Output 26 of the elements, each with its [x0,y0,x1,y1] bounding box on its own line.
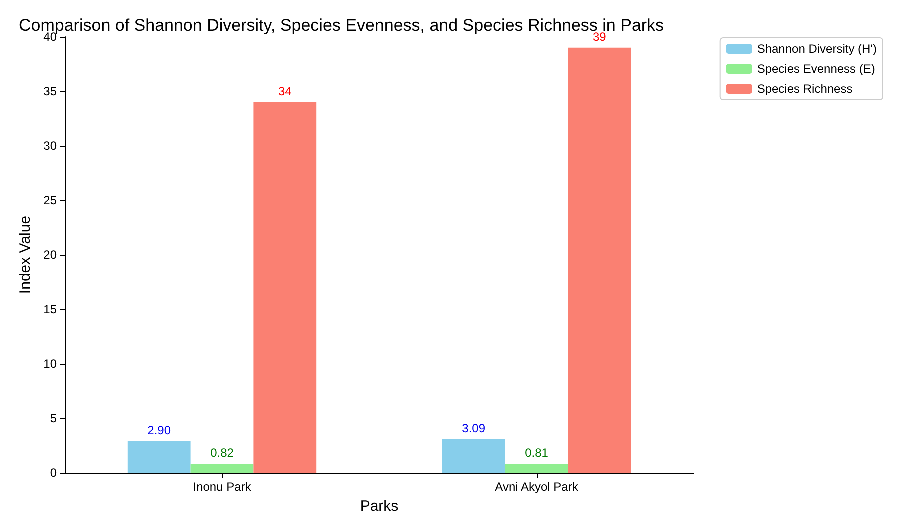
bar [568,48,632,473]
data-label: 3.09 [462,421,486,436]
y-tick-label: 0 [50,466,58,480]
y-axis-title: Index Value [16,216,34,294]
legend-label: Species Evenness (E) [757,62,876,76]
y-tick-label: 35 [44,84,58,98]
y-tick-label: 30 [44,139,58,153]
y-tick-label: 5 [50,412,58,426]
data-label: 0.81 [525,446,549,460]
x-tick-label: Avni Akyol Park [495,480,580,494]
x-axis-title: Parks [360,498,399,515]
bar [254,102,317,473]
legend-label: Species Richness [757,82,853,96]
data-label: 2.90 [148,423,172,438]
x-tick-label: Inonu Park [193,480,252,494]
data-label: 34 [278,84,292,98]
legend-label: Shannon Diversity (H') [757,42,878,56]
bar [190,464,254,473]
bar [128,441,191,473]
bar [505,464,568,473]
bar [442,439,506,473]
y-tick-label: 25 [44,194,58,208]
y-tick-label: 15 [44,302,58,316]
y-tick-label: 10 [44,357,58,371]
data-label: 0.82 [210,446,234,460]
y-tick-label: 20 [44,248,58,262]
